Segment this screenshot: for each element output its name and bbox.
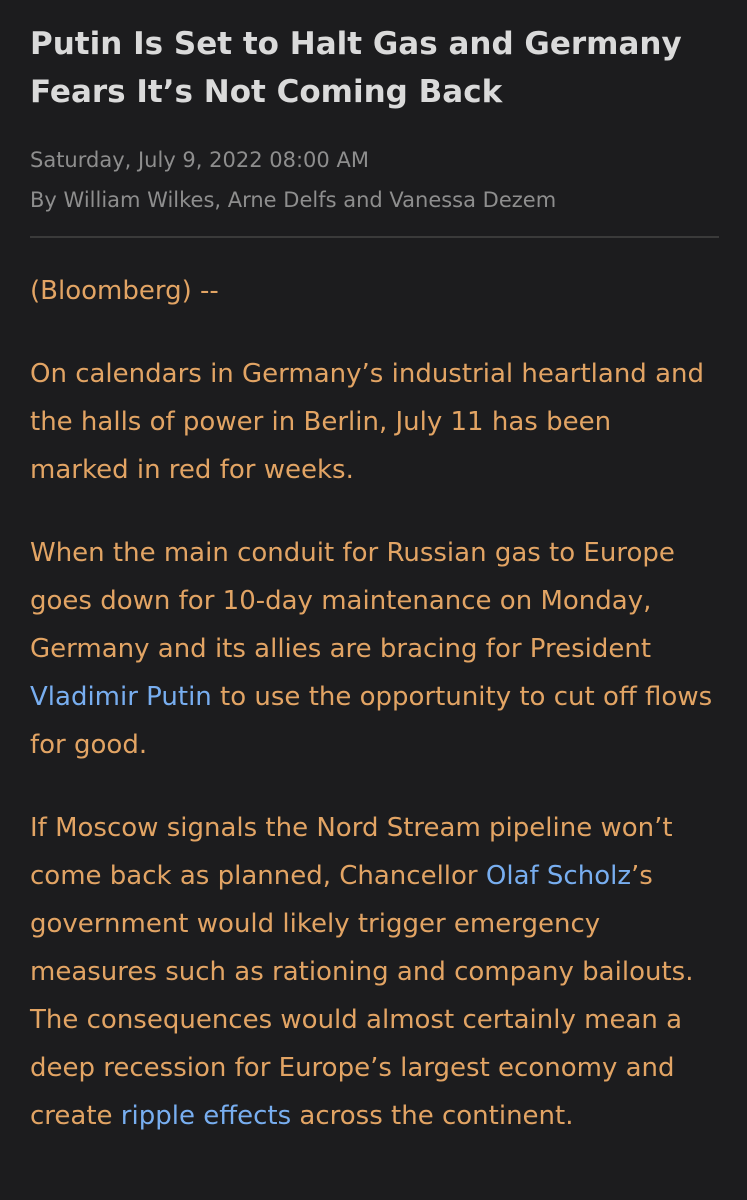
link-ripple-effects[interactable]: ripple effects [120, 1101, 292, 1131]
paragraph-2-text-b: to use the opportunity to cut off flows … [30, 682, 713, 760]
paragraph-2-text-a: When the main conduit for Russian gas to… [30, 538, 675, 664]
link-vladimir-putin[interactable]: Vladimir Putin [30, 682, 212, 712]
divider [30, 236, 719, 238]
paragraph-3-text-b: ’s government would likely trigger emerg… [30, 861, 694, 1131]
paragraph-2: When the main conduit for Russian gas to… [30, 529, 717, 769]
article-date: Saturday, July 9, 2022 08:00 AM [30, 148, 369, 172]
paragraph-1: On calendars in Germany’s industrial hea… [30, 359, 704, 485]
article-meta: Saturday, July 9, 2022 08:00 AM By Willi… [30, 140, 717, 220]
link-olaf-scholz[interactable]: Olaf Scholz [485, 861, 631, 891]
paragraph-3-text-c: across the continent. [291, 1101, 574, 1131]
source-line: (Bloomberg) -- [30, 276, 219, 306]
paragraph-3: If Moscow signals the Nord Stream pipeli… [30, 804, 717, 1140]
article-body: (Bloomberg) -- On calendars in Germany’s… [30, 267, 717, 1140]
paragraph-3-text-a: If Moscow signals the Nord Stream pipeli… [30, 813, 673, 891]
article-byline: By William Wilkes, Arne Delfs and Vaness… [30, 188, 557, 212]
article-headline: Putin Is Set to Halt Gas and Germany Fea… [30, 26, 682, 110]
